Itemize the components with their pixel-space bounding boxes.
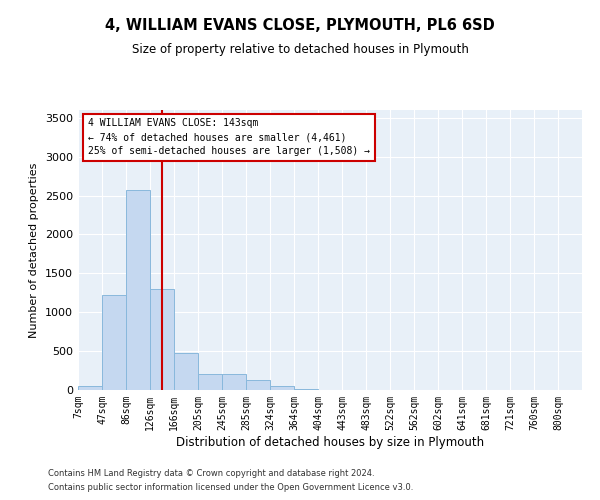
Text: 4 WILLIAM EVANS CLOSE: 143sqm
← 74% of detached houses are smaller (4,461)
25% o: 4 WILLIAM EVANS CLOSE: 143sqm ← 74% of d… <box>88 118 370 156</box>
Bar <box>78 386 102 390</box>
Text: Contains HM Land Registry data © Crown copyright and database right 2024.: Contains HM Land Registry data © Crown c… <box>48 468 374 477</box>
Y-axis label: Number of detached properties: Number of detached properties <box>29 162 40 338</box>
Bar <box>222 374 246 390</box>
Bar <box>126 190 150 390</box>
Bar <box>246 380 270 390</box>
X-axis label: Distribution of detached houses by size in Plymouth: Distribution of detached houses by size … <box>176 436 484 448</box>
Bar <box>102 295 126 390</box>
Text: Size of property relative to detached houses in Plymouth: Size of property relative to detached ho… <box>131 42 469 56</box>
Bar <box>270 386 294 390</box>
Text: Contains public sector information licensed under the Open Government Licence v3: Contains public sector information licen… <box>48 484 413 492</box>
Bar <box>174 354 198 390</box>
Bar <box>294 389 318 390</box>
Bar <box>198 374 222 390</box>
Bar <box>150 289 174 390</box>
Text: 4, WILLIAM EVANS CLOSE, PLYMOUTH, PL6 6SD: 4, WILLIAM EVANS CLOSE, PLYMOUTH, PL6 6S… <box>105 18 495 32</box>
